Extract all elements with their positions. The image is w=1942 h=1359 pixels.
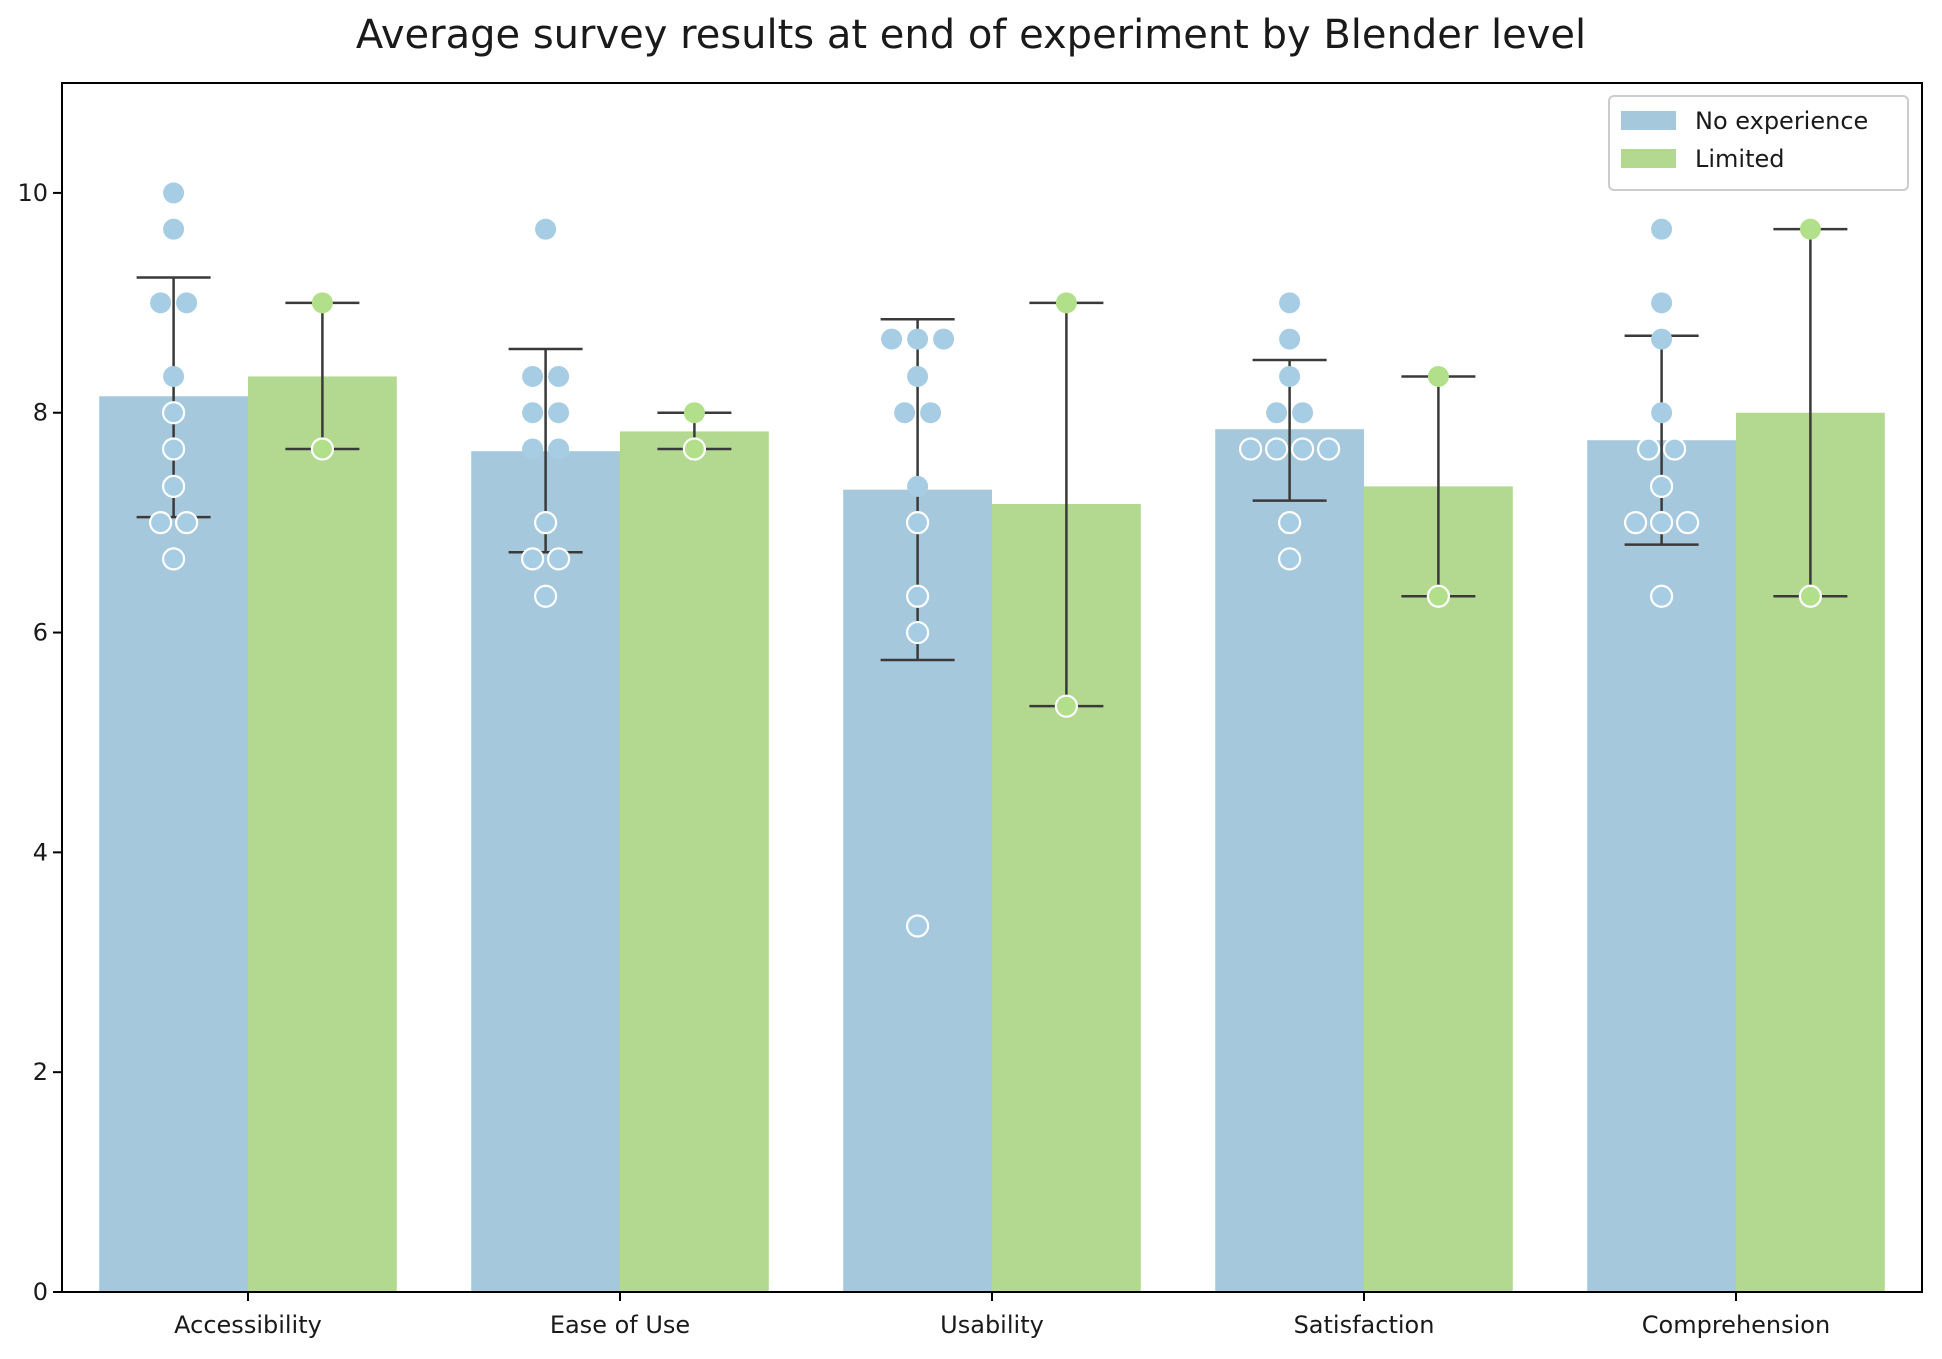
data-point: [1290, 437, 1315, 461]
data-point: [1649, 511, 1674, 535]
data-point: [175, 511, 199, 535]
bar: [1587, 440, 1736, 1292]
data-point: [163, 182, 185, 204]
legend-label: No experience: [1695, 107, 1868, 135]
data-point: [163, 218, 185, 240]
x-tick-label: Comprehension: [1642, 1311, 1830, 1339]
data-point: [535, 218, 557, 240]
y-tick-label: 4: [33, 838, 48, 866]
y-tick-label: 2: [33, 1058, 48, 1086]
points-layer: [149, 182, 1823, 938]
data-point: [150, 292, 172, 314]
data-point: [548, 365, 570, 387]
bars-layer: [99, 376, 1885, 1293]
data-point: [1651, 218, 1673, 240]
data-point: [533, 511, 558, 535]
x-tick-label: Ease of Use: [550, 1311, 690, 1339]
data-point: [1426, 584, 1451, 608]
data-point: [1636, 437, 1661, 461]
data-point: [907, 475, 929, 497]
y-tick-label: 10: [17, 179, 48, 207]
x-tick-label: Accessibility: [174, 1311, 322, 1339]
data-point: [1277, 547, 1302, 571]
bar: [1215, 429, 1364, 1292]
data-point: [894, 402, 916, 424]
data-point: [1799, 218, 1821, 240]
data-point: [683, 402, 705, 424]
data-point: [907, 365, 929, 387]
y-tick-label: 6: [33, 619, 48, 647]
y-tick-label: 0: [33, 1278, 48, 1306]
data-point: [1279, 328, 1301, 350]
data-point: [162, 401, 186, 425]
bar: [99, 396, 248, 1292]
data-point: [176, 292, 198, 314]
bar: [1364, 486, 1513, 1293]
data-point: [1675, 511, 1700, 535]
data-point: [1798, 584, 1823, 608]
x-tick-label: Satisfaction: [1294, 1311, 1435, 1339]
data-point: [1264, 437, 1289, 461]
data-point: [1651, 328, 1673, 350]
data-point: [548, 402, 570, 424]
data-point: [1277, 511, 1302, 535]
data-point: [1054, 694, 1079, 718]
data-point: [1238, 437, 1263, 461]
data-point: [1316, 437, 1341, 461]
data-point: [1662, 437, 1687, 461]
data-point: [907, 328, 929, 350]
bar: [471, 451, 620, 1293]
data-point: [522, 402, 544, 424]
data-point: [1427, 365, 1449, 387]
data-point: [1279, 365, 1301, 387]
data-point: [310, 437, 334, 461]
chart-title: Average survey results at end of experim…: [355, 12, 1587, 58]
data-point: [162, 437, 186, 461]
y-tick-label: 8: [33, 399, 48, 427]
legend-swatch: [1621, 111, 1676, 130]
data-point: [149, 511, 173, 535]
data-point: [548, 438, 570, 460]
data-point: [933, 328, 955, 350]
data-point: [311, 292, 333, 314]
data-point: [905, 914, 930, 938]
data-point: [163, 365, 185, 387]
data-point: [520, 547, 545, 571]
data-point: [162, 547, 186, 571]
data-point: [522, 438, 544, 460]
x-axis: Accessibility Ease of Use Usability Satisfa…: [174, 1292, 1830, 1339]
data-point: [522, 365, 544, 387]
data-point: [1266, 402, 1288, 424]
data-point: [682, 437, 707, 461]
data-point: [162, 474, 186, 498]
legend-label: Limited: [1695, 145, 1785, 173]
y-axis: 0 2 4 6 8 10: [17, 179, 62, 1306]
data-point: [1623, 511, 1648, 535]
data-point: [905, 620, 930, 645]
legend-box: [1608, 95, 1909, 191]
data-point: [1651, 292, 1673, 314]
data-point: [1292, 402, 1314, 424]
bar: [248, 376, 397, 1292]
data-point: [533, 584, 558, 608]
data-point: [1649, 584, 1674, 608]
bar: [620, 431, 769, 1292]
legend: No experience Limited: [1608, 95, 1909, 191]
data-point: [1279, 292, 1301, 314]
data-point: [920, 402, 942, 424]
legend-swatch: [1621, 149, 1676, 168]
data-point: [905, 584, 930, 608]
x-tick-label: Usability: [940, 1311, 1044, 1339]
data-point: [546, 547, 571, 571]
data-point: [1651, 402, 1673, 424]
data-point: [905, 511, 930, 535]
data-point: [1649, 474, 1674, 498]
data-point: [1055, 292, 1077, 314]
data-point: [881, 328, 903, 350]
